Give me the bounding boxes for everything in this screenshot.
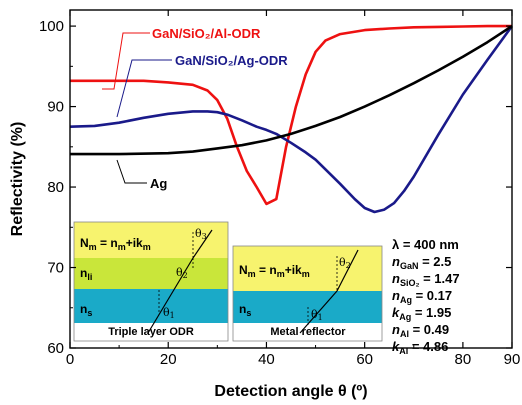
x-tick-label: 20	[160, 351, 177, 368]
x-tick-label: 90	[504, 351, 521, 368]
y-tick-label: 70	[47, 260, 64, 277]
parameter-list: λ = 400 nm nGaN = 2.5 nSiO₂ = 1.47 nAg =…	[392, 237, 460, 356]
series-lines	[69, 24, 514, 214]
label-al-odr: GaN/SiO₂/Al-ODR	[152, 26, 261, 41]
series-line-al-odr	[70, 24, 512, 206]
x-tick-label: 40	[258, 351, 275, 368]
series-labels: GaN/SiO₂/Al-ODR GaN/SiO₂/Ag-ODR Ag	[102, 26, 288, 191]
param-wavelength: λ = 400 nm	[392, 237, 459, 252]
series-line-ag-odr	[69, 25, 514, 214]
inset2-metal-layer	[233, 246, 382, 291]
inset1-theta2: θ2	[176, 266, 188, 280]
inset2-frame	[232, 245, 383, 342]
inset1-metal-layer	[74, 222, 228, 258]
inset1-ray-upper	[192, 229, 213, 259]
param-k-ag: kAg = 1.95	[392, 305, 451, 322]
inset-triple-layer-odr: Nm = nm+ikm nli ns θ1 θ2 θ3 Triple layer…	[73, 221, 229, 342]
inset2-ray-upper	[336, 249, 359, 292]
axes: 0 20 40 60 80 90 60 70 80 90 100 Detection angle θ …	[9, 9, 521, 400]
label-ag-odr: GaN/SiO₂/Ag-ODR	[175, 53, 288, 68]
x-axis-title: Detection angle θ (º)	[214, 383, 367, 400]
y-tick-label: 100	[39, 18, 64, 35]
x-tick-label: 0	[66, 351, 74, 368]
x-tick-label: 60	[356, 351, 373, 368]
y-tick-label: 80	[47, 179, 64, 196]
label-ag: Ag	[150, 176, 167, 191]
inset1-label-metal: Nm = nm+ikm	[80, 236, 151, 252]
inset1-theta1: θ1	[163, 306, 175, 320]
inset1-frame	[73, 221, 229, 342]
param-n-sio2: nSiO₂ = 1.47	[392, 271, 460, 288]
inset2-theta2: θ2	[339, 256, 351, 270]
param-k-al: kAl = 4.86	[392, 339, 448, 356]
inset1-substrate-layer	[74, 289, 228, 323]
inset1-ray-lower	[147, 257, 194, 334]
inset2-theta1: θ1	[311, 308, 323, 322]
series-line-ag	[70, 25, 513, 156]
inset2-substrate-layer	[233, 291, 382, 323]
inset2-label-metal: Nm = nm+ikm	[239, 263, 310, 279]
param-n-ag: nAg = 0.17	[392, 288, 452, 305]
param-n-al: nAl = 0.49	[392, 322, 449, 339]
y-tick-label: 90	[47, 99, 64, 116]
x-tick-label: 80	[455, 351, 472, 368]
inset1-theta3: θ3	[195, 227, 207, 241]
ag-leader	[116, 159, 147, 184]
inset-metal-reflector: Nm = nm+ikm ns θ1 θ2 Metal reflector	[232, 245, 383, 342]
inset2-ray-lower	[299, 290, 338, 334]
y-axis-title: Reflectivity (%)	[9, 122, 26, 237]
inset1-low-index-layer	[74, 258, 228, 289]
al-odr-leader	[102, 32, 150, 90]
y-tick-label: 60	[47, 340, 64, 357]
inset1-caption: Triple layer ODR	[108, 326, 194, 338]
plot-frame	[69, 9, 513, 349]
param-n-gan: nGaN = 2.5	[392, 254, 451, 271]
inset2-caption: Metal reflector	[270, 326, 346, 338]
ag-odr-leader	[116, 59, 172, 118]
